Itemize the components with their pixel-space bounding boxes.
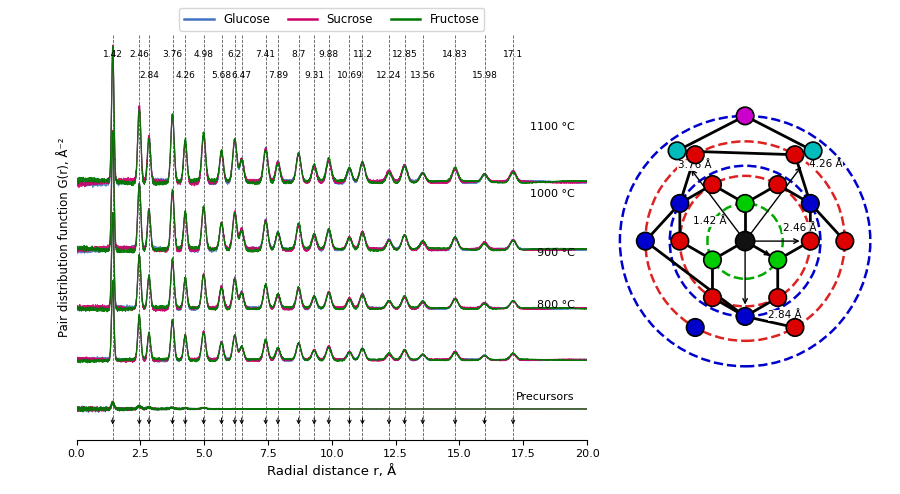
Text: 800 °C: 800 °C bbox=[536, 300, 574, 310]
Text: 14.83: 14.83 bbox=[442, 50, 468, 59]
Text: 1.42: 1.42 bbox=[103, 50, 122, 59]
Circle shape bbox=[671, 195, 688, 212]
Circle shape bbox=[671, 232, 688, 250]
Y-axis label: Pair distribution function G(r), Å⁻²: Pair distribution function G(r), Å⁻² bbox=[58, 137, 71, 337]
Text: 5.68: 5.68 bbox=[212, 71, 231, 80]
Text: 12.24: 12.24 bbox=[376, 71, 401, 80]
Circle shape bbox=[802, 195, 819, 212]
X-axis label: Radial distance r, Å: Radial distance r, Å bbox=[267, 465, 396, 478]
Circle shape bbox=[704, 289, 721, 306]
Circle shape bbox=[802, 232, 819, 250]
Text: 17.1: 17.1 bbox=[503, 50, 523, 59]
Text: 4.26 Å: 4.26 Å bbox=[809, 159, 842, 169]
Circle shape bbox=[704, 251, 721, 269]
Circle shape bbox=[687, 146, 704, 164]
Circle shape bbox=[836, 232, 853, 250]
Text: 15.98: 15.98 bbox=[472, 71, 498, 80]
Text: 1000 °C: 1000 °C bbox=[529, 189, 574, 199]
Text: 2.46: 2.46 bbox=[130, 50, 149, 59]
Circle shape bbox=[687, 319, 704, 336]
Text: 2.84: 2.84 bbox=[140, 71, 159, 80]
Circle shape bbox=[769, 176, 787, 193]
Text: 4.98: 4.98 bbox=[194, 50, 213, 59]
Text: 3.76: 3.76 bbox=[162, 50, 183, 59]
Text: 13.56: 13.56 bbox=[410, 71, 436, 80]
Circle shape bbox=[736, 195, 754, 212]
Circle shape bbox=[735, 232, 754, 250]
Text: 7.41: 7.41 bbox=[256, 50, 275, 59]
Circle shape bbox=[769, 251, 787, 269]
Circle shape bbox=[787, 319, 804, 336]
Text: 8.7: 8.7 bbox=[292, 50, 306, 59]
Circle shape bbox=[704, 176, 721, 193]
Circle shape bbox=[636, 232, 654, 250]
Text: 7.89: 7.89 bbox=[268, 71, 288, 80]
Text: 6.2: 6.2 bbox=[228, 50, 242, 59]
Text: 1100 °C: 1100 °C bbox=[529, 122, 574, 131]
Text: 2.84 Å: 2.84 Å bbox=[768, 310, 802, 321]
Text: 12.85: 12.85 bbox=[392, 50, 418, 59]
Circle shape bbox=[787, 146, 804, 164]
Text: 3.76 Å: 3.76 Å bbox=[678, 161, 711, 170]
Text: 4.26: 4.26 bbox=[176, 71, 195, 80]
Legend: Glucose, Sucrose, Fructose: Glucose, Sucrose, Fructose bbox=[179, 8, 484, 31]
Text: 9.88: 9.88 bbox=[319, 50, 338, 59]
Circle shape bbox=[736, 107, 754, 124]
Text: 9.31: 9.31 bbox=[304, 71, 324, 80]
Circle shape bbox=[769, 289, 787, 306]
Circle shape bbox=[669, 142, 686, 160]
Text: 900 °C: 900 °C bbox=[536, 248, 574, 258]
Text: 6.47: 6.47 bbox=[231, 71, 252, 80]
Text: 11.2: 11.2 bbox=[353, 50, 373, 59]
Text: 2.46 Å: 2.46 Å bbox=[783, 223, 816, 233]
Text: Precursors: Precursors bbox=[516, 392, 574, 402]
Text: 1.42 Å: 1.42 Å bbox=[692, 216, 726, 226]
Circle shape bbox=[736, 308, 754, 325]
Text: 10.69: 10.69 bbox=[337, 71, 363, 80]
Circle shape bbox=[805, 142, 822, 160]
